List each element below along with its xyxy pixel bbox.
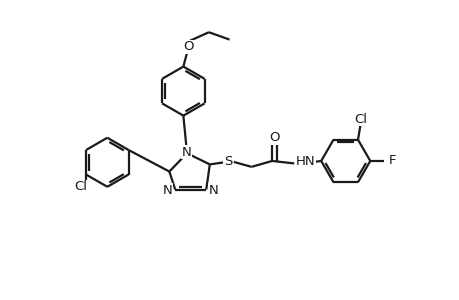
Text: N: N	[181, 146, 191, 159]
Text: Cl: Cl	[353, 112, 366, 126]
Text: O: O	[268, 131, 279, 144]
Text: F: F	[388, 154, 396, 167]
Text: S: S	[223, 155, 232, 168]
Text: Cl: Cl	[74, 180, 88, 193]
Text: N: N	[208, 184, 218, 197]
Text: O: O	[183, 40, 194, 53]
Text: HN: HN	[296, 155, 315, 168]
Text: N: N	[162, 184, 173, 197]
